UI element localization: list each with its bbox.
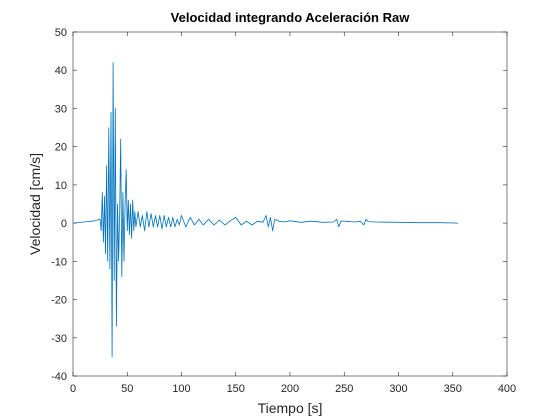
y-tick-label: 10 <box>55 180 67 192</box>
y-tick-label: 50 <box>55 27 67 39</box>
y-tick-label: -30 <box>51 333 67 345</box>
y-tick-label: -40 <box>51 371 67 383</box>
ticks-layer: 0 50 100 150 200 250 300 350 400 -40 -30 -20 -10 0 10 2… <box>51 27 516 395</box>
x-tick-label: 350 <box>444 383 462 395</box>
chart-title: Velocidad integrando Aceleración Raw <box>171 10 411 25</box>
series-line <box>72 62 459 358</box>
x-tick-label: 200 <box>281 383 299 395</box>
x-tick-label: 400 <box>498 383 516 395</box>
plot-frame <box>72 31 508 377</box>
y-tick-label: 0 <box>61 218 67 230</box>
y-tick-label: 30 <box>55 103 67 115</box>
x-tick-label: 250 <box>335 383 353 395</box>
x-axis-title: Tiempo [s] <box>258 400 323 416</box>
x-tick-label: 100 <box>172 383 190 395</box>
y-axis-title: Velocidad [cm/s] <box>27 153 43 255</box>
x-tick-label: 0 <box>70 383 76 395</box>
x-tick-label: 150 <box>227 383 245 395</box>
y-tick-label: -10 <box>51 256 67 268</box>
y-tick-label: 40 <box>55 65 67 77</box>
x-tick-label: 50 <box>121 383 133 395</box>
y-tick-label: -20 <box>51 295 67 307</box>
plot-area-background <box>73 32 507 376</box>
x-tick-label: 300 <box>389 383 407 395</box>
y-tick-label: 20 <box>55 142 67 154</box>
